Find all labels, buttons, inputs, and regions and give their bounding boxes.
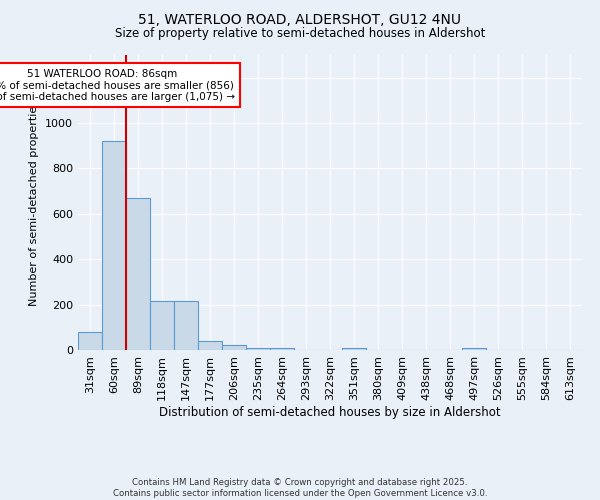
Bar bbox=[126, 198, 150, 350]
Bar bbox=[174, 301, 198, 350]
Bar bbox=[270, 348, 294, 350]
Bar bbox=[462, 348, 486, 350]
Bar bbox=[78, 332, 102, 350]
X-axis label: Distribution of semi-detached houses by size in Aldershot: Distribution of semi-detached houses by … bbox=[159, 406, 501, 418]
Bar bbox=[342, 348, 366, 350]
Text: Size of property relative to semi-detached houses in Aldershot: Size of property relative to semi-detach… bbox=[115, 28, 485, 40]
Bar bbox=[102, 141, 126, 350]
Text: Contains HM Land Registry data © Crown copyright and database right 2025.
Contai: Contains HM Land Registry data © Crown c… bbox=[113, 478, 487, 498]
Bar bbox=[222, 346, 246, 350]
Y-axis label: Number of semi-detached properties: Number of semi-detached properties bbox=[29, 100, 40, 306]
Text: 51 WATERLOO ROAD: 86sqm
← 44% of semi-detached houses are smaller (856)
56% of s: 51 WATERLOO ROAD: 86sqm ← 44% of semi-de… bbox=[0, 68, 235, 102]
Bar bbox=[150, 301, 174, 350]
Bar bbox=[246, 348, 270, 350]
Text: 51, WATERLOO ROAD, ALDERSHOT, GU12 4NU: 51, WATERLOO ROAD, ALDERSHOT, GU12 4NU bbox=[139, 12, 461, 26]
Bar bbox=[198, 342, 222, 350]
